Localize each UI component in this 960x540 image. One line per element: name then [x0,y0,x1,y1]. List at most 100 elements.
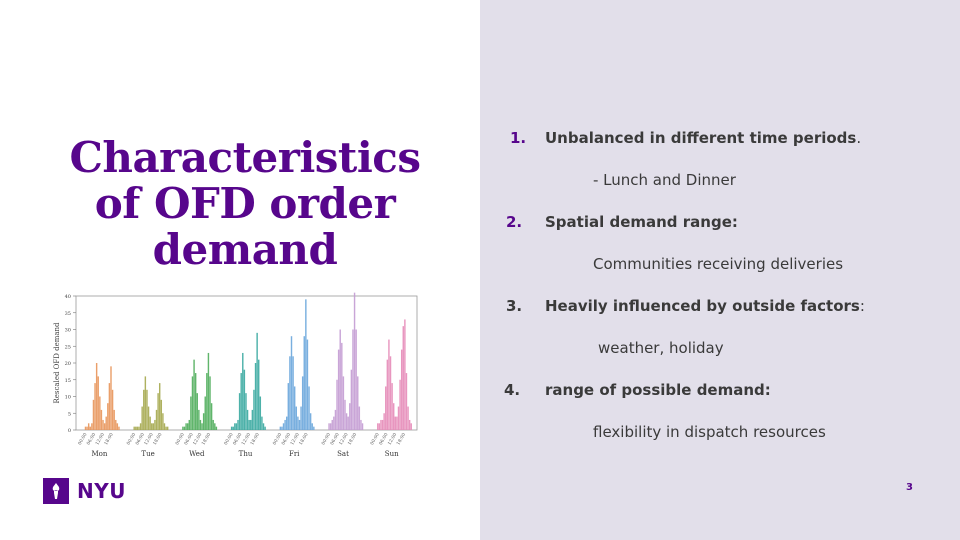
bar-tue [160,399,163,430]
bar-sat [349,403,351,430]
bar-tue [158,383,161,430]
bar-mon [105,416,107,430]
bar-tue [136,426,139,430]
bar-fri [290,336,293,430]
bar-sun [385,386,387,430]
bar-fri [282,423,285,430]
bar-sat [360,419,362,430]
bar-fri [292,356,294,430]
bar-tue [144,376,147,430]
x-tick-label: 06:00 [329,432,341,446]
bar-wed [215,426,218,430]
bar-thu [246,409,249,430]
list-item-number-2: 2. [506,213,523,231]
bar-wed [206,373,208,430]
bar-sat [350,369,353,430]
bar-sat [355,329,357,430]
bar-sun [399,379,401,430]
bar-mon [111,389,114,430]
y-tick-label: 20 [65,361,71,367]
bar-mon [99,396,101,430]
bar-sun [389,356,392,430]
bar-fri [295,406,297,430]
bar-fri [293,386,296,430]
day-label-sun: Sun [385,450,399,458]
bar-wed [191,376,194,430]
y-tick-label: 0 [68,428,71,434]
x-tick-label: 12:00 [143,432,155,446]
bar-fri [308,386,310,430]
bar-mon [113,409,115,430]
bar-wed [193,359,195,430]
x-tick-label: 00:00 [272,432,284,446]
list-item-detail-3: weather, holiday [598,339,724,357]
bar-wed [207,352,210,430]
day-label-thu: Thu [239,450,253,458]
bar-tue [138,426,140,430]
nyu-logo: NYU [43,477,126,505]
bar-sat [339,329,341,430]
bar-sat [334,409,337,430]
bar-sun [394,416,397,430]
bar-fri [313,426,315,430]
bar-mon [84,426,87,430]
bar-sat [336,379,338,430]
bar-fri [300,406,302,430]
x-tick-label: 18:00 [201,432,213,446]
x-tick-label: 00:00 [126,432,138,446]
x-tick-label: 06:00 [378,432,390,446]
bar-sun [393,403,395,430]
bar-fri [284,419,286,430]
bar-thu [251,409,254,430]
y-tick-label: 5 [68,411,71,417]
bar-tue [147,406,150,430]
bar-wed [186,423,189,430]
bar-fri [287,383,290,430]
bar-sat [333,416,335,430]
bar-thu [238,393,241,430]
logo-text: NYU [77,479,126,503]
bar-wed [196,393,198,430]
x-tick-label: 12:00 [338,432,350,446]
bar-mon [107,403,109,430]
bar-sat [337,349,340,430]
bar-mon [103,423,106,430]
x-tick-label: 00:00 [369,432,381,446]
bar-sun [400,349,403,430]
bar-wed [182,426,184,430]
bar-fri [301,376,304,430]
list-item-heading-2: Spatial demand range: [545,213,738,231]
x-tick-label: 06:00 [86,432,98,446]
slide-title: Characteristics of OFD order demand [69,133,421,274]
demand-chart-svg: 0 5 10 15 20 25 30 35 40 Rescaled OFD demand 00:00… [50,292,422,462]
bar-fri [286,416,288,430]
bar-tue [151,423,153,430]
bar-fri [298,419,301,430]
bar-sun [386,359,389,430]
bar-wed [198,409,200,430]
bar-thu [243,369,246,430]
bar-wed [190,396,192,430]
bar-thu [264,426,266,430]
list-item-heading-4: range of possible demand: [545,381,771,399]
bar-mon [91,423,93,430]
bar-sun [404,319,406,430]
bar-fri [279,426,282,430]
bar-wed [212,419,214,430]
bar-tue [149,416,151,430]
bar-sat [329,423,332,430]
bar-fri [289,356,291,430]
bar-thu [253,389,255,430]
bar-sat [358,406,361,430]
bar-wed [183,426,186,430]
bar-tue [155,409,158,430]
bar-sun [402,326,404,430]
characteristics-list: 1. Unbalanced in different time periods.… [480,0,960,540]
bar-fri [309,413,312,430]
y-tick-label: 35 [65,311,71,317]
bar-wed [204,396,206,430]
bar-thu [237,419,239,430]
bar-thu [254,363,257,430]
y-tick-label: 40 [65,294,71,300]
bar-wed [199,419,202,430]
